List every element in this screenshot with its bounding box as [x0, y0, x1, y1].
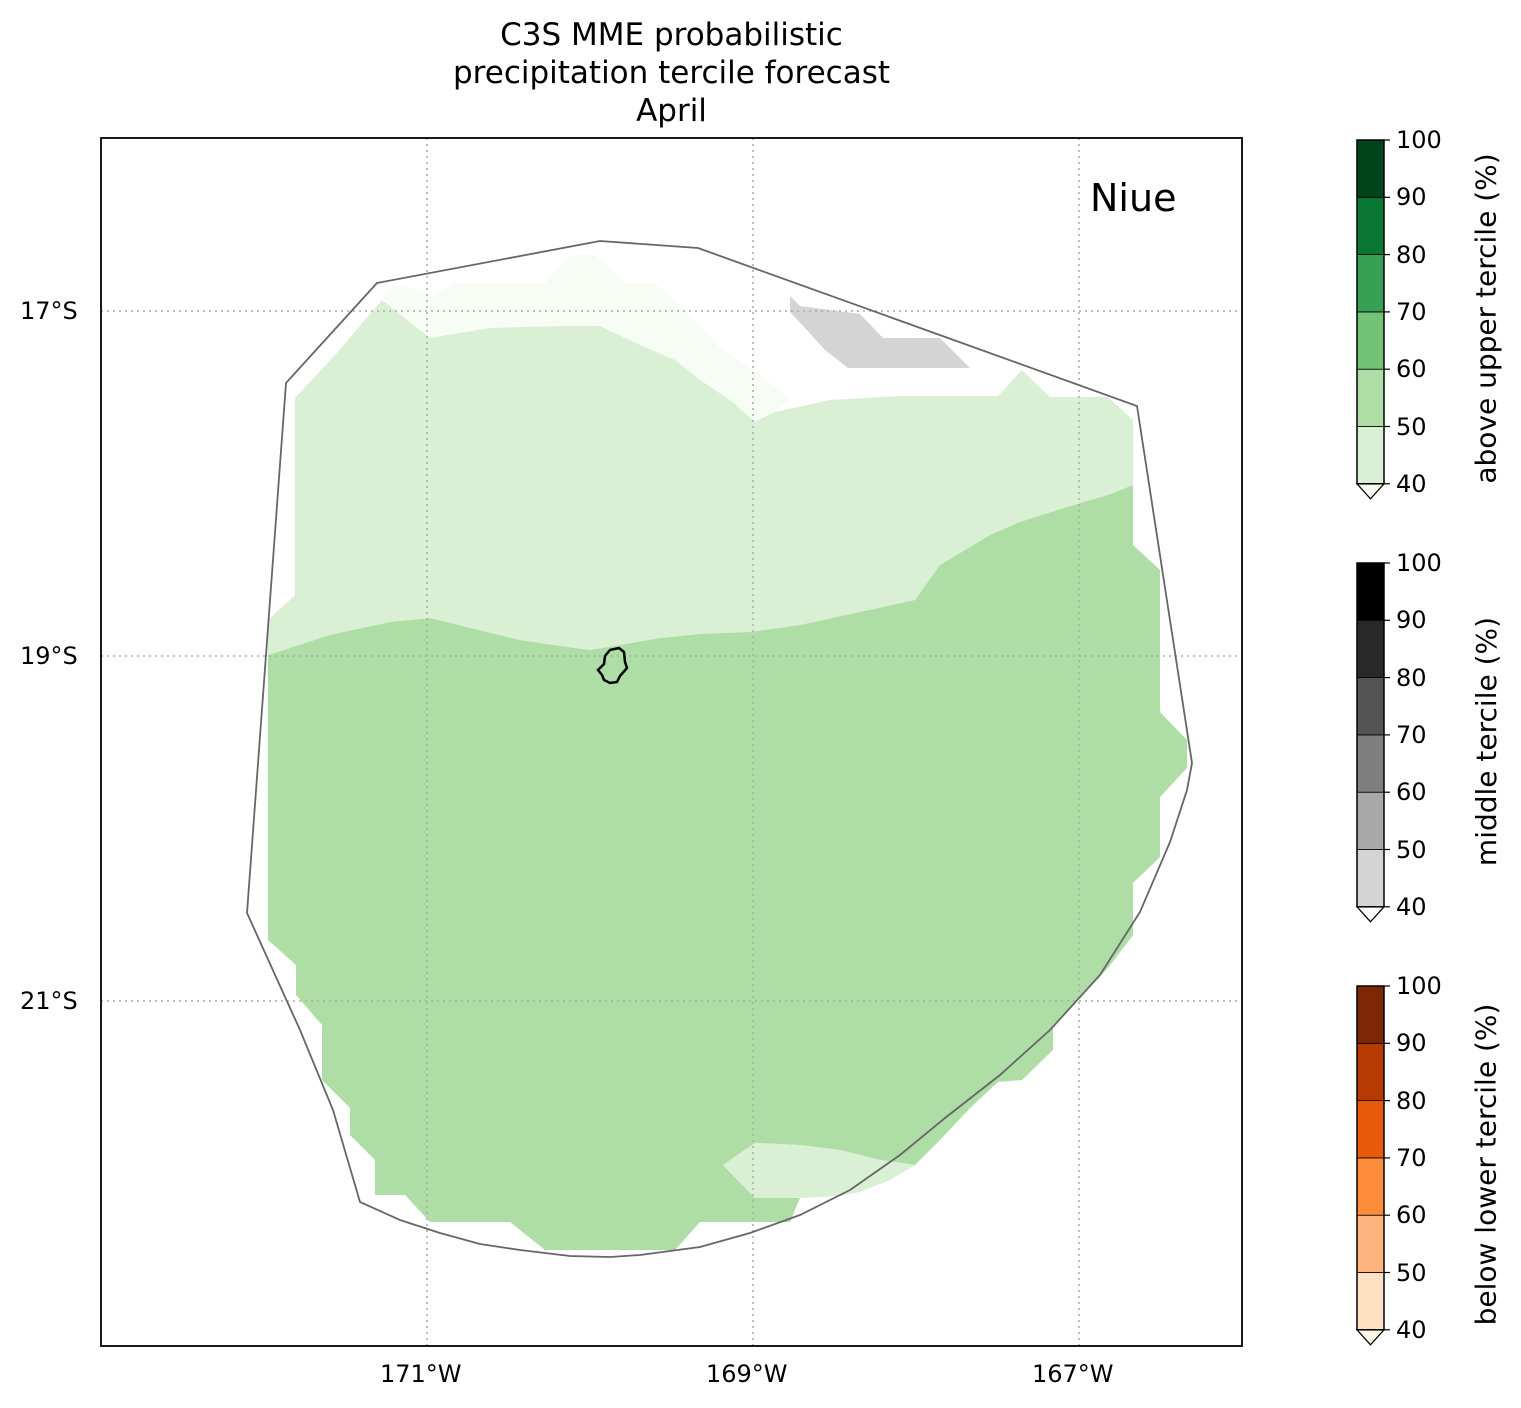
colorbar-3-segment-2 [1356, 1214, 1385, 1273]
region-above-upper-medium [268, 485, 1187, 1250]
colorbar-1-tick-label-40: 40 [1396, 469, 1427, 498]
map-area [101, 138, 1242, 1346]
colorbar-1-tick-label-100: 100 [1396, 126, 1442, 154]
region-above-upper-south [723, 1143, 915, 1198]
colorbar-2-segment-4 [1356, 677, 1385, 736]
colorbar-1-title: above upper tercile (%) [1469, 153, 1503, 485]
country-label: Niue [1090, 176, 1177, 220]
colorbar-1-tick-label-70: 70 [1396, 297, 1427, 326]
colorbar-3-tick-label-80: 80 [1396, 1086, 1427, 1115]
colorbar-3-segment-3 [1356, 1157, 1385, 1216]
title-line-2: precipitation tercile forecast [453, 55, 890, 91]
colorbar-3-tick-label-60: 60 [1396, 1201, 1427, 1230]
eez-boundary [246, 240, 1193, 1258]
colorbar-1-tick-label-80: 80 [1396, 240, 1427, 269]
lat-tick-17s: 17°S [20, 297, 78, 325]
colorbar-2-tick-label-90: 90 [1396, 606, 1427, 635]
colorbar-2-segment-5 [1356, 619, 1385, 678]
lon-tick-171w: 171°W [380, 1360, 462, 1388]
colorbar-2-tick-label-40: 40 [1396, 892, 1427, 921]
colorbar-1-tick-label-60: 60 [1396, 355, 1427, 384]
colorbar-1-segment-5 [1356, 196, 1385, 256]
colorbar-2-segment-6 [1356, 562, 1385, 621]
colorbar-1-segment-6 [1356, 139, 1385, 198]
colorbar-1-segment-3 [1356, 311, 1385, 370]
colorbar-2-extend-arrow [1355, 906, 1386, 923]
colorbar-2-segment-1 [1356, 849, 1385, 908]
region-above-upper-main [268, 300, 1133, 655]
lat-tick-19s: 19°S [20, 642, 78, 670]
colorbar-3-tick-label-100: 100 [1396, 972, 1442, 1000]
colorbar-3-segment-5 [1356, 1042, 1385, 1102]
colorbars [1355, 139, 1390, 1346]
colorbar-3-tick-label-90: 90 [1396, 1029, 1427, 1058]
colorbar-3-segment-4 [1356, 1100, 1385, 1159]
title-line-3: April [636, 93, 707, 129]
colorbar-3-title: below lower tercile (%) [1469, 1003, 1503, 1326]
colorbar-2-tick-label-60: 60 [1396, 778, 1427, 807]
colorbar-3-extend-arrow [1355, 1329, 1386, 1346]
colorbar-3-segment-6 [1356, 985, 1385, 1044]
colorbar-2-tick-label-100: 100 [1396, 549, 1442, 577]
colorbar-1-segment-2 [1356, 368, 1385, 427]
colorbar-3-tick-label-70: 70 [1396, 1143, 1427, 1172]
colorbar-3-segment-1 [1356, 1272, 1385, 1331]
colorbar-2-tick-label-70: 70 [1396, 720, 1427, 749]
colorbar-2-tick-label-50: 50 [1396, 835, 1427, 864]
colorbar-1-tick-label-50: 50 [1396, 412, 1427, 441]
colorbar-1-tick-label-90: 90 [1396, 183, 1427, 212]
colorbar-2-tick-label-80: 80 [1396, 663, 1427, 692]
lon-tick-167w: 167°W [1032, 1360, 1114, 1388]
lon-tick-169w: 169°W [706, 1360, 788, 1388]
niue-island-outline [596, 646, 629, 685]
colorbar-1-segment-1 [1356, 426, 1385, 485]
colorbar-2-segment-3 [1356, 734, 1385, 793]
colorbar-1-extend-arrow [1355, 483, 1386, 500]
map-frame [100, 137, 1243, 1347]
colorbar-2-segment-2 [1356, 791, 1385, 850]
title-line-1: C3S MME probabilistic [500, 17, 843, 53]
colorbar-2-title: middle tercile (%) [1469, 617, 1503, 867]
lat-tick-21s: 21°S [20, 987, 78, 1015]
region-middle-tercile [790, 296, 970, 368]
colorbar-3-tick-label-40: 40 [1396, 1315, 1427, 1344]
region-above-upper-light-north [382, 255, 790, 423]
colorbar-1-segment-4 [1356, 254, 1385, 313]
colorbar-3-tick-label-50: 50 [1396, 1258, 1427, 1287]
gridlines [101, 138, 1242, 1346]
